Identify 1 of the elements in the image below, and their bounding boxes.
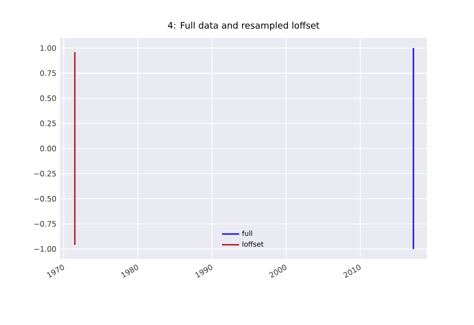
chart-title: 4: Full data and resampled loffset [168, 22, 320, 30]
